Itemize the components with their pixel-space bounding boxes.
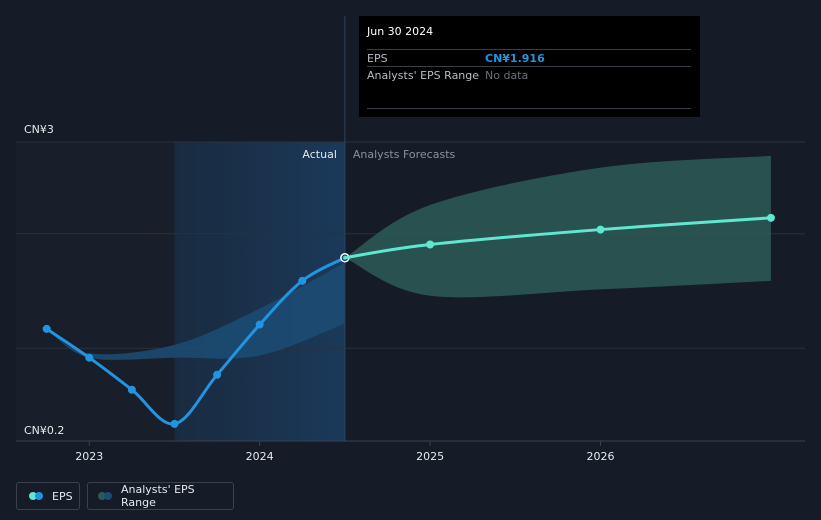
past-eps-range-band — [46, 262, 345, 360]
y-axis-top-label: CN¥3 — [24, 123, 54, 136]
tooltip-date: Jun 30 2024 — [367, 25, 434, 38]
range-legend-icon — [98, 492, 114, 500]
series-line-0 — [45, 256, 347, 426]
tooltip-eps-label: EPS — [367, 52, 388, 65]
x-tick-label-2: 2025 — [416, 450, 444, 463]
series-layer — [42, 213, 775, 428]
eps-point-1 — [85, 353, 94, 362]
forecast-point-3 — [766, 213, 775, 222]
forecast-label: Analysts Forecasts — [353, 148, 456, 161]
x-tick-label-0: 2023 — [75, 450, 103, 463]
tooltip-range-value: No data — [485, 69, 529, 82]
tooltip: Jun 30 2024 EPS CN¥1.916 Analysts' EPS R… — [359, 16, 700, 117]
legend-eps-button[interactable]: EPS — [16, 482, 80, 510]
eps-point-2 — [127, 385, 136, 394]
tooltip-eps-value: CN¥1.916 — [485, 52, 545, 65]
tooltip-range-label: Analysts' EPS Range — [367, 69, 480, 82]
eps-point-6 — [298, 276, 307, 285]
eps-point-4 — [213, 370, 222, 379]
actual-label: Actual — [302, 148, 336, 161]
eps-point-3 — [170, 419, 179, 428]
tooltip-divider — [367, 108, 691, 109]
tooltip-row-range: Analysts' EPS Range No data — [367, 66, 691, 83]
forecast-eps-range-band — [344, 155, 771, 298]
eps-point-5 — [255, 320, 264, 329]
x-tick-label-1: 2024 — [246, 450, 274, 463]
legend-range-button[interactable]: Analysts' EPS Range — [87, 482, 234, 510]
forecast-point-2 — [596, 225, 605, 234]
tooltip-row-eps: EPS CN¥1.916 — [367, 49, 691, 66]
eps-chart: Actual Analysts Forecasts CN¥3 CN¥0.2 20… — [16, 16, 805, 463]
legend-range-label: Analysts' EPS Range — [121, 483, 195, 509]
forecast-point-1 — [426, 240, 435, 249]
series-line-1 — [343, 216, 773, 260]
eps-legend-icon — [29, 492, 45, 500]
eps-point-0 — [42, 324, 51, 333]
y-axis-bottom-label: CN¥0.2 — [24, 424, 64, 437]
legend-eps-label: EPS — [52, 489, 73, 503]
x-tick-label-3: 2026 — [587, 450, 615, 463]
x-axis-ticks: 2023 2024 2025 2026 — [75, 441, 615, 463]
